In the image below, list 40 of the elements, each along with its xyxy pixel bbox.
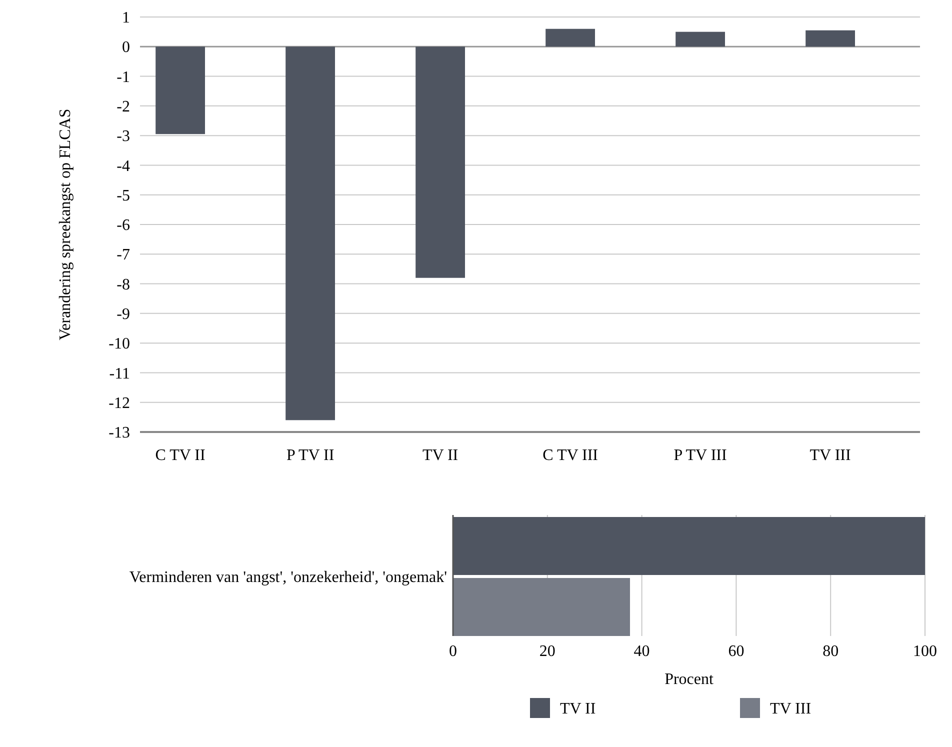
y-tick-label: -2 (116, 98, 130, 116)
x-tick-label: C TV II (155, 447, 206, 464)
x-tick-label: TV III (810, 447, 851, 464)
y-tick-label: -3 (116, 128, 130, 146)
x-tick-label: P TV II (286, 447, 334, 464)
y-tick-label: -6 (116, 217, 130, 234)
legend-label: TV III (770, 700, 812, 718)
bar (156, 46, 205, 134)
y-tick-label: -9 (116, 306, 130, 324)
x-tick-label: 60 (728, 643, 744, 660)
bar (806, 30, 855, 47)
y-tick-label: -12 (108, 394, 130, 412)
x-tick-label: P TV III (674, 447, 727, 464)
y-tick-label: -7 (116, 246, 130, 264)
x-tick-label: 100 (913, 643, 937, 660)
y-tick-label: -5 (116, 187, 130, 204)
y-tick-label: -10 (108, 336, 130, 353)
y-tick-label: -1 (116, 68, 130, 86)
y-tick-label: Verminderen van 'angst', 'onzekerheid', 'ongemak' (129, 569, 448, 586)
bar (546, 28, 595, 47)
y-axis-title: Verandering spreekangst op FLCAS (57, 108, 74, 340)
y-tick-label: 1 (122, 10, 130, 27)
y-tick-label: 0 (122, 39, 130, 56)
y-tick-label: -8 (116, 276, 130, 294)
bar (416, 46, 465, 278)
x-tick-label: C TV III (542, 447, 598, 464)
legend-entry: TV III (740, 698, 812, 718)
x-axis-title: Procent (664, 671, 714, 688)
legend-entry: TV II (530, 698, 596, 718)
bar (286, 46, 335, 420)
x-tick-label: 40 (634, 643, 650, 660)
x-tick-label: 80 (822, 643, 839, 660)
x-tick-label: 20 (539, 643, 556, 660)
legend-label: TV II (560, 700, 596, 718)
x-tick-label: TV II (422, 447, 458, 464)
bar (676, 32, 725, 47)
y-tick-label: -11 (109, 365, 130, 382)
y-tick-label: -4 (116, 158, 130, 175)
x-tick-label: 0 (449, 643, 457, 660)
y-tick-label: -13 (108, 424, 130, 442)
